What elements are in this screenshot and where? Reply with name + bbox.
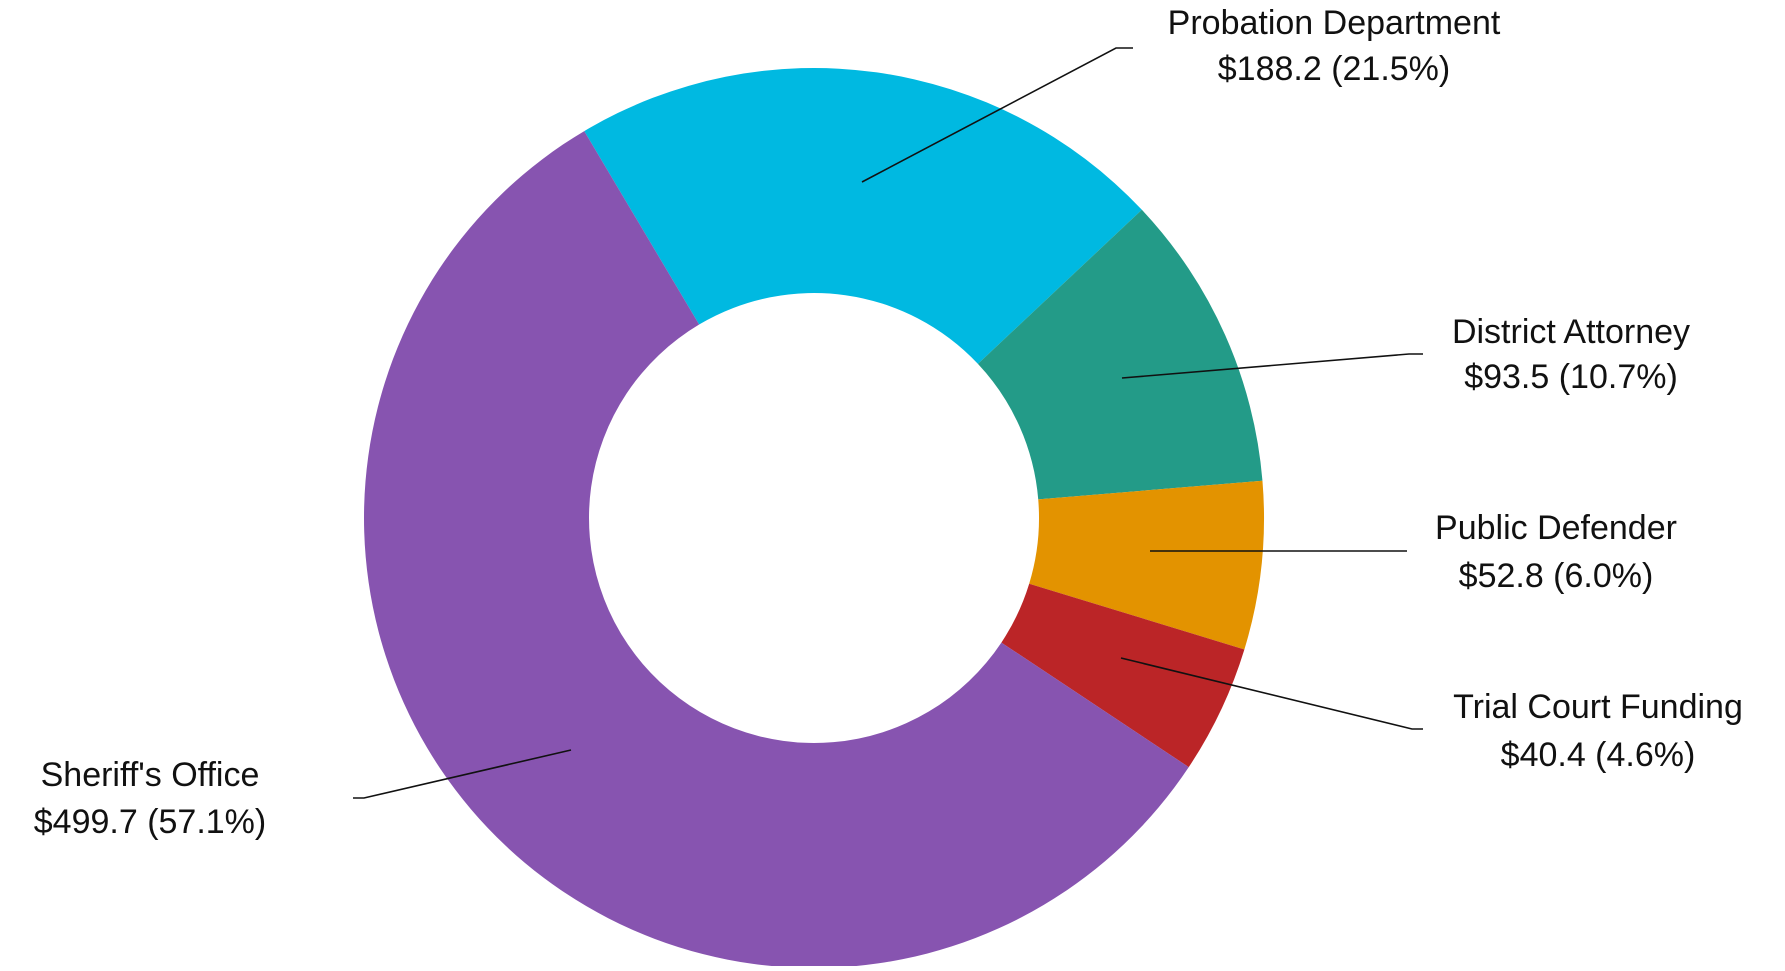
slice-label: Sheriff's Office [41,756,260,794]
value-label: $93.5 (10.7%) [1464,358,1678,396]
donut [364,68,1264,966]
value-label: $499.7 (57.1%) [34,803,267,841]
slice-label: District Attorney [1452,313,1690,351]
slice-label: Probation Department [1168,4,1501,42]
chart: Probation Department $188.2 (21.5%) Distri… [0,0,1785,966]
value-label: $52.8 (6.0%) [1459,557,1654,595]
slice-label: Public Defender [1435,509,1677,547]
value-label: $188.2 (21.5%) [1218,50,1451,88]
slice-label: Trial Court Funding [1453,688,1743,726]
value-label: $40.4 (4.6%) [1501,736,1696,774]
